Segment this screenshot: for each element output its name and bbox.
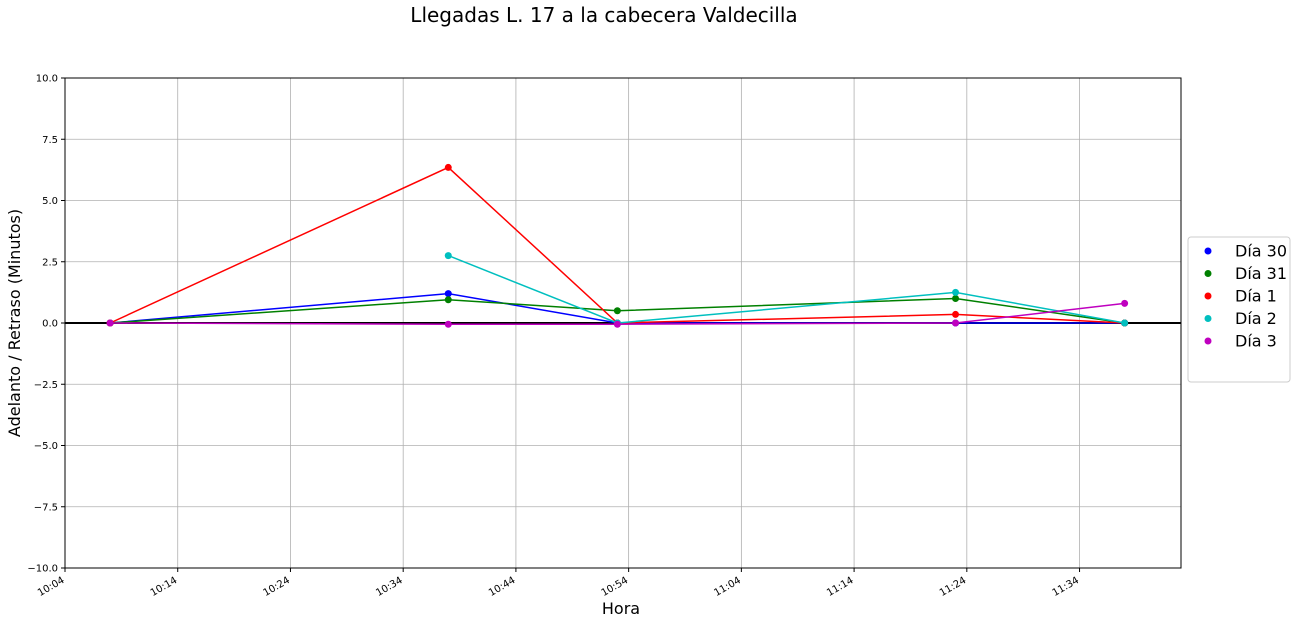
x-axis-ticks: 10:04 10:14 10:24 10:34 10:44 10:54 11:04 11:14…: [36, 568, 1081, 599]
data-point: [444, 290, 452, 298]
x-tick-label: 11:04: [712, 575, 742, 599]
x-tick-label: 10:44: [487, 575, 517, 599]
legend-marker: [1204, 337, 1212, 345]
data-point: [952, 295, 960, 302]
series-line: [448, 254, 1125, 324]
data-point: [444, 296, 452, 304]
x-tick-label: 10:54: [600, 575, 630, 599]
x-axis-label: Hora: [602, 599, 640, 618]
legend-label: Día 31: [1235, 264, 1287, 283]
data-point: [1121, 319, 1129, 327]
y-tick-label: 0.0: [42, 319, 58, 330]
legend-label: Día 3: [1235, 332, 1277, 351]
x-tick-label: 10:24: [261, 575, 291, 599]
data-point: [1121, 299, 1129, 307]
x-tick-label: 10:14: [149, 575, 179, 599]
y-tick-label: 10.0: [36, 74, 58, 85]
x-tick-label: 10:34: [374, 575, 404, 599]
data-point: [444, 163, 452, 171]
legend: Día 30 Día 31 Día 1 Día 2 Día 3: [1187, 236, 1291, 383]
series-line: [109, 166, 1125, 324]
y-tick-label: 7.5: [42, 135, 58, 146]
series-3: [106, 163, 1129, 327]
y-tick-label: −2.5: [34, 380, 58, 391]
legend-marker: [1204, 315, 1212, 322]
data-point: [106, 319, 114, 327]
legend-label: Día 2: [1235, 309, 1277, 328]
y-tick-label: 2.5: [42, 257, 58, 268]
data-point: [444, 252, 452, 260]
legend-marker: [1204, 247, 1212, 255]
y-axis-ticks: 10.0 7.5 5.0 2.5 0.0 −2.5 −5.0 −7.5 −10.0: [27, 74, 65, 575]
x-tick-label: 11:14: [825, 575, 855, 599]
series-layer: [106, 163, 1129, 328]
data-point: [444, 320, 452, 328]
y-tick-label: −10.0: [27, 564, 58, 575]
data-point: [613, 307, 621, 315]
legend-label: Día 30: [1235, 242, 1287, 261]
y-tick-label: −5.0: [34, 441, 58, 452]
data-point: [952, 310, 960, 318]
legend-marker: [1204, 270, 1212, 277]
data-point: [952, 288, 960, 296]
legend-marker: [1204, 292, 1212, 300]
data-point: [952, 319, 960, 327]
y-axis-label: Adelanto / Retraso (Minutos): [5, 209, 24, 437]
x-tick-label: 11:24: [938, 575, 968, 599]
x-tick-label: 10:04: [36, 575, 66, 599]
x-tick-label: 11:34: [1051, 575, 1081, 599]
legend-label: Día 1: [1235, 287, 1277, 306]
data-point: [613, 320, 621, 328]
chart-title: Llegadas L. 17 a la cabecera Valdecilla: [410, 3, 797, 27]
legend-box: [1187, 236, 1291, 383]
series-5: [106, 299, 1129, 328]
y-tick-label: −7.5: [34, 502, 58, 513]
y-tick-label: 5.0: [42, 196, 58, 207]
